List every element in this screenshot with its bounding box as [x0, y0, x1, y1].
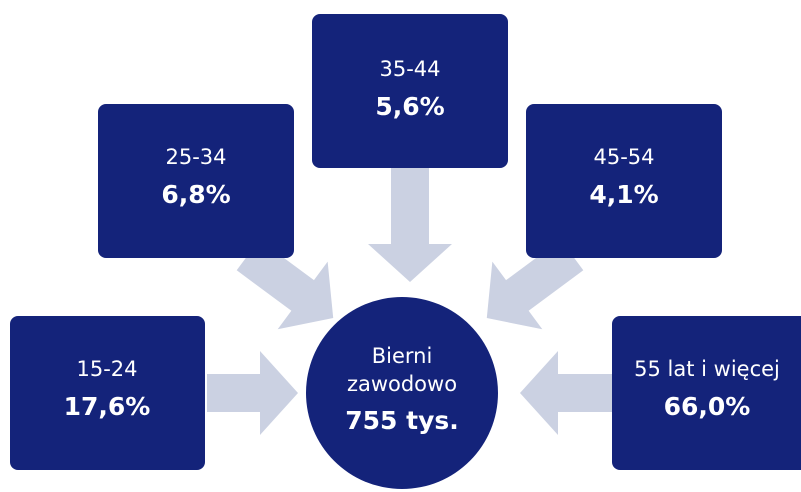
center-node: Bierni zawodowo 755 tys. [306, 297, 498, 489]
arrow [520, 351, 612, 435]
node-value: 5,6% [375, 92, 444, 121]
node-box [526, 104, 722, 258]
node: 25-34 6,8% [98, 104, 294, 258]
arrow [236, 239, 334, 330]
node-label: 15-24 [76, 357, 137, 381]
node-value: 4,1% [589, 180, 658, 209]
node-value: 17,6% [64, 392, 151, 421]
node-box [98, 104, 294, 258]
node-value: 66,0% [664, 392, 751, 421]
node: 15-24 17,6% [10, 316, 205, 470]
node-box [10, 316, 205, 470]
node-value: 6,8% [161, 180, 230, 209]
node: 45-54 4,1% [526, 104, 722, 258]
arrow [207, 351, 298, 435]
node-label: 25-34 [165, 145, 226, 169]
node: 35-44 5,6% [312, 14, 508, 168]
node-label: 45-54 [593, 145, 654, 169]
center-label: Bierni [372, 344, 433, 368]
center-value: 755 tys. [345, 406, 459, 435]
node-label: 35-44 [379, 57, 440, 81]
node-box [612, 316, 801, 470]
center-circle [306, 297, 498, 489]
arrow [368, 168, 452, 282]
arrow [486, 239, 584, 330]
node-label: 55 lat i więcej [634, 357, 780, 381]
node-box [312, 14, 508, 168]
node: 55 lat i więcej 66,0% [612, 316, 801, 470]
center-label: zawodowo [347, 372, 457, 396]
